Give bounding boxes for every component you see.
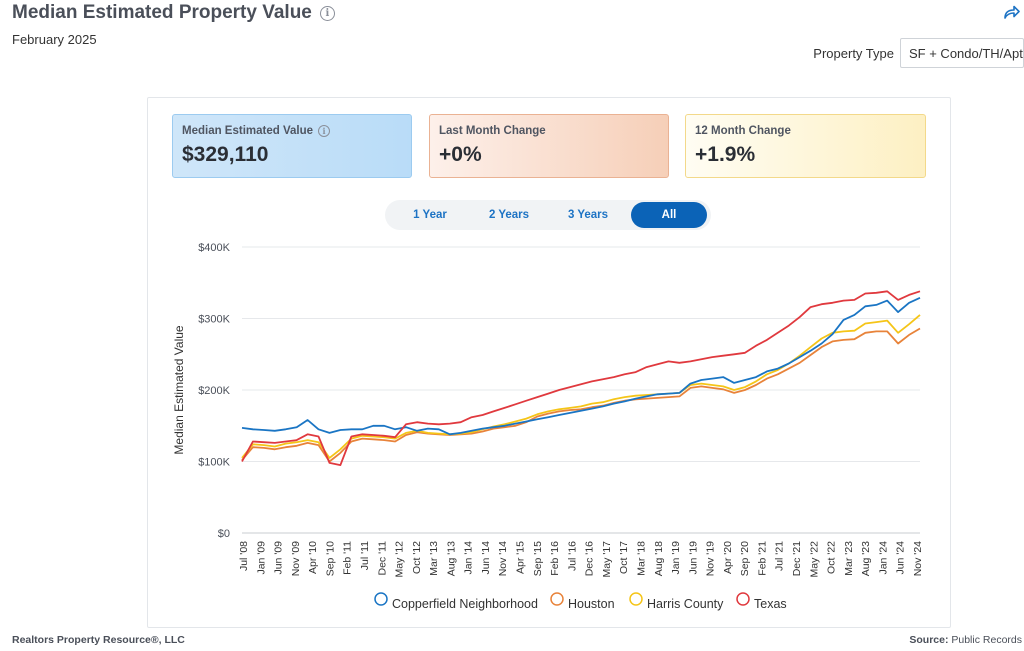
x-tick-label: Feb '11 — [342, 541, 354, 575]
y-tick-label: $100K — [198, 457, 230, 469]
x-tick-label: Oct '22 — [826, 541, 838, 574]
y-tick-label: $200K — [198, 385, 230, 397]
legend-label-harris[interactable]: Harris County — [647, 597, 724, 611]
share-icon[interactable] — [1002, 4, 1020, 20]
series-line-harris — [241, 314, 921, 459]
info-icon[interactable]: i — [318, 125, 331, 137]
footer-copyright: Realtors Property Resource®, LLC — [12, 634, 185, 646]
x-tick-label: Aug '23 — [860, 541, 872, 576]
title-text: Median Estimated Property Value — [12, 2, 312, 23]
x-tick-label: Feb '21 — [756, 541, 768, 576]
series-line-houston — [241, 327, 921, 463]
x-tick-label: May '12 — [394, 541, 406, 578]
last-month-change-card: Last Month Change +0% — [429, 114, 669, 178]
twelve-month-change-value: +1.9% — [695, 143, 756, 166]
x-tick-label: Apr '15 — [515, 541, 527, 574]
x-tick-label: Nov '14 — [497, 541, 509, 576]
source-label: Source: — [909, 634, 949, 646]
x-tick-label: Dec '21 — [791, 541, 803, 576]
median-value: $329,110 — [182, 143, 269, 166]
median-value-label: Median Estimated Value i — [182, 125, 402, 137]
x-tick-label: Oct '12 — [411, 541, 423, 574]
x-tick-label: Jun '14 — [480, 541, 492, 575]
y-tick-label: $400K — [198, 242, 230, 254]
x-tick-label: Nov '19 — [705, 541, 717, 576]
source-value: Public Records — [951, 634, 1022, 646]
legend-marker-texas — [736, 592, 750, 606]
x-tick-label: Sep '15 — [532, 541, 544, 576]
card-label: Median Estimated Value — [182, 125, 314, 137]
twelve-month-change-card: 12 Month Change +1.9% — [685, 114, 926, 178]
last-month-change-value: +0% — [439, 143, 482, 166]
legend-marker-harris — [629, 592, 643, 606]
x-tick-label: Jan '14 — [463, 541, 475, 575]
x-tick-label: Jun '09 — [273, 541, 285, 575]
x-tick-label: Mar '23 — [843, 541, 855, 576]
x-tick-label: Jul '08 — [238, 541, 250, 571]
x-tick-label: Jun '24 — [895, 541, 907, 575]
legend-marker-copperfield — [374, 592, 388, 606]
property-type-label: Property Type — [813, 45, 894, 61]
x-tick-label: Jun '19 — [687, 541, 699, 575]
x-tick-label: Oct '17 — [618, 541, 630, 574]
x-tick-label: Sep '20 — [739, 541, 751, 576]
legend-label-copperfield[interactable]: Copperfield Neighborhood — [392, 597, 538, 611]
legend-label-texas[interactable]: Texas — [754, 597, 787, 611]
x-tick-label: Dec '11 — [376, 541, 388, 576]
x-tick-label: Sep '10 — [324, 541, 336, 576]
x-tick-label: Apr '20 — [722, 541, 734, 574]
x-tick-label: Mar '18 — [635, 541, 647, 576]
chart-panel: Median Estimated Value i $329,110 Last M… — [147, 97, 951, 628]
x-tick-label: Nov '24 — [912, 541, 924, 576]
legend-label-houston[interactable]: Houston — [568, 597, 615, 611]
twelve-month-change-label: 12 Month Change — [695, 125, 791, 137]
last-month-change-label: Last Month Change — [439, 125, 546, 137]
tab-2-years[interactable]: 2 Years — [488, 209, 530, 221]
series-line-texas — [241, 290, 921, 466]
y-tick-label: $300K — [198, 314, 230, 326]
x-tick-label: Jul '21 — [774, 541, 786, 571]
footer-source: Source: Public Records — [909, 634, 1022, 646]
x-tick-label: Dec '16 — [584, 541, 596, 576]
page-title: Median Estimated Property Value i — [12, 2, 335, 24]
x-tick-label: Jan '24 — [877, 541, 889, 575]
series-line-copperfield — [241, 296, 921, 436]
x-tick-label: Aug '13 — [445, 541, 457, 576]
x-tick-label: Nov '09 — [290, 541, 302, 576]
x-tick-label: Jan '09 — [255, 541, 267, 575]
report-date: February 2025 — [12, 32, 97, 47]
y-axis-label: Median Estimated Value — [172, 325, 186, 455]
x-tick-label: Jul '16 — [566, 541, 578, 571]
info-icon[interactable]: i — [319, 5, 335, 21]
tab-all[interactable]: All — [631, 202, 707, 228]
x-tick-label: Jul '11 — [359, 541, 371, 570]
x-tick-label: Mar '13 — [428, 541, 440, 576]
x-tick-label: May '22 — [808, 541, 820, 578]
median-value-card: Median Estimated Value i $329,110 — [172, 114, 412, 178]
x-tick-label: Feb '16 — [549, 541, 561, 576]
x-tick-label: Apr '10 — [307, 541, 319, 574]
y-tick-label: $0 — [218, 528, 230, 540]
x-tick-label: May '17 — [601, 541, 613, 578]
range-selector: 1 Year 2 Years 3 Years All — [385, 200, 711, 230]
tab-1-year[interactable]: 1 Year — [413, 209, 447, 221]
x-tick-label: Aug '18 — [653, 541, 665, 576]
x-tick-label: Jan '19 — [670, 541, 682, 575]
legend-marker-houston — [550, 592, 564, 606]
tab-3-years[interactable]: 3 Years — [567, 209, 609, 221]
